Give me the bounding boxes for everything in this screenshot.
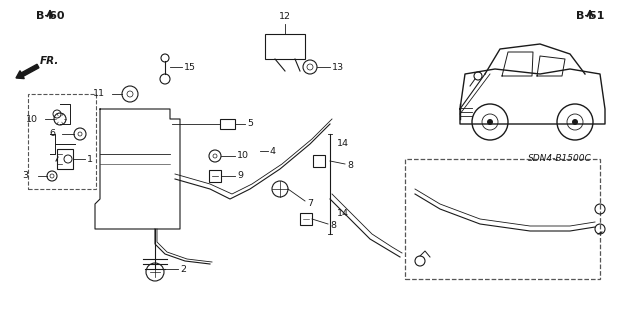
Text: 3: 3: [22, 172, 28, 181]
Text: 4: 4: [270, 146, 276, 155]
Bar: [265, 34, 305, 59]
Text: 12: 12: [279, 12, 291, 21]
Bar: [57, 149, 73, 169]
Text: FR.: FR.: [40, 56, 60, 66]
Bar: [300, 213, 312, 225]
Text: 11: 11: [93, 90, 105, 99]
Circle shape: [572, 119, 578, 125]
Bar: [28, 94, 96, 189]
Text: 8: 8: [347, 161, 353, 170]
Text: 10: 10: [237, 152, 249, 160]
Text: B-60: B-60: [36, 11, 64, 21]
Circle shape: [487, 119, 493, 125]
Text: 13: 13: [332, 63, 344, 71]
Text: 9: 9: [237, 172, 243, 181]
Text: 8: 8: [330, 221, 336, 231]
Text: SDN4-B1500C: SDN4-B1500C: [528, 154, 592, 163]
Text: 1: 1: [87, 154, 93, 164]
Bar: [220, 119, 235, 129]
Bar: [405, 159, 600, 279]
Text: 7: 7: [307, 199, 313, 209]
Text: 2: 2: [180, 264, 186, 273]
Text: 14: 14: [337, 139, 349, 149]
Text: 6: 6: [49, 130, 55, 138]
Text: 5: 5: [247, 120, 253, 129]
Bar: [313, 155, 325, 167]
Bar: [209, 170, 221, 182]
FancyArrow shape: [16, 64, 39, 78]
Text: 14: 14: [337, 210, 349, 219]
Text: 10: 10: [26, 115, 38, 123]
Text: B-51: B-51: [576, 11, 604, 21]
Text: 15: 15: [184, 63, 196, 71]
